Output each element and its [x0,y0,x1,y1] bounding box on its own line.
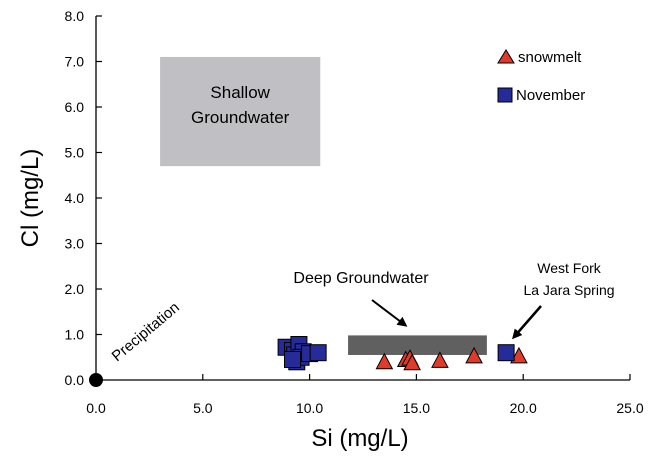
november-point [284,351,302,369]
shallow-groundwater-region [160,56,321,167]
legend-november-label: November [516,87,585,104]
y-axis-ticks: 0.0 1.0 2.0 3.0 4.0 5.0 6.0 7.0 8.0 [65,8,102,388]
snowmelt-point [403,353,421,371]
y-tick-label: 2.0 [65,281,85,297]
x-tick-label: 5.0 [193,400,213,416]
deep-groundwater-region [348,335,487,355]
x-tick-label: 15.0 [403,400,430,416]
x-tick-label: 20.0 [510,400,537,416]
precipitation-label: Precipitation [109,299,183,365]
snowmelt-point [431,351,449,368]
x-tick-label: 25.0 [616,400,643,416]
legend-snowmelt-marker [497,49,515,64]
legend: snowmelt November [497,49,585,104]
x-tick-label: 0.0 [86,400,106,416]
snowmelt-point [375,352,394,370]
november-point [309,344,327,362]
legend-snowmelt-label: snowmelt [518,49,582,66]
legend-november-marker [497,87,513,103]
shallow-groundwater-label-line2: Groundwater [191,108,290,127]
snowmelt-point [510,346,528,364]
shallow-groundwater-label-line1: Shallow [210,83,270,102]
y-tick-label: 7.0 [65,54,85,70]
x-axis-title: Si (mg/L) [311,425,408,452]
x-tick-label: 10.0 [296,400,323,416]
snowmelt-point [465,346,483,364]
y-tick-label: 0.0 [65,372,85,388]
y-tick-label: 6.0 [65,99,85,115]
west-fork-arrow [512,305,542,340]
deep-groundwater-arrow [371,299,408,327]
y-axis-title: Cl (mg/L) [17,149,44,248]
west-fork-label-line2: La Jara Spring [523,282,614,298]
y-tick-label: 4.0 [65,190,85,206]
y-tick-label: 3.0 [65,236,85,252]
y-tick-label: 8.0 [65,8,85,24]
data-points [89,336,528,387]
november-point [497,344,515,362]
y-tick-label: 5.0 [65,145,85,161]
y-tick-label: 1.0 [65,327,85,343]
west-fork-label-line1: West Fork [537,260,602,276]
precipitation-point [89,373,103,387]
x-axis-ticks: 0.0 5.0 10.0 15.0 20.0 25.0 [86,374,644,416]
deep-groundwater-label: Deep Groundwater [293,270,429,287]
